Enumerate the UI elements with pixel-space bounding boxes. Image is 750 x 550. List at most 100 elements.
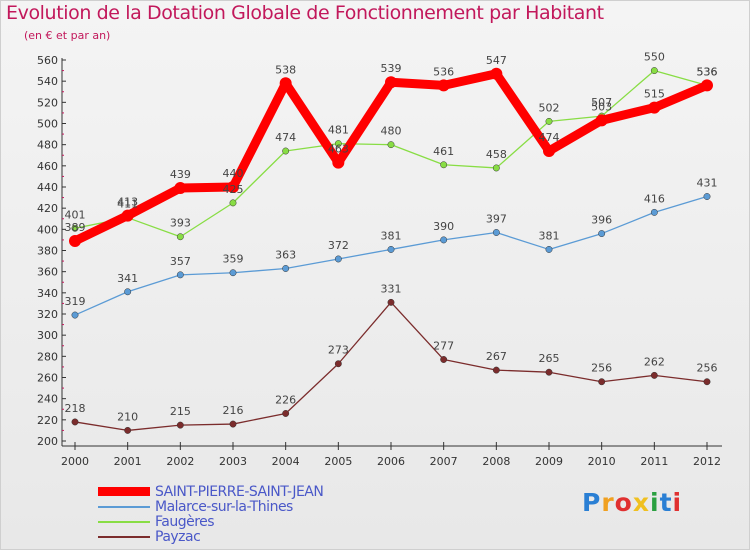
data-point (124, 288, 132, 296)
data-point (440, 356, 448, 363)
data-point (387, 141, 395, 149)
data-label: 396 (591, 214, 612, 227)
data-label: 357 (170, 255, 191, 268)
data-label: 277 (433, 340, 454, 353)
data-label: 411 (117, 198, 138, 211)
data-label: 507 (591, 96, 612, 109)
data-label: 536 (433, 65, 454, 78)
data-label: 536 (697, 65, 718, 78)
y-tick-label: 220 (37, 414, 58, 427)
data-point (701, 79, 713, 92)
data-point (334, 140, 342, 148)
data-point (437, 79, 450, 92)
data-label: 381 (539, 229, 560, 242)
data-label: 431 (697, 177, 718, 190)
legend-label: Malarce-sur-la-Thines (155, 498, 293, 515)
data-label: 210 (117, 410, 138, 423)
data-label: 538 (275, 63, 296, 76)
x-tick-label: 2008 (482, 455, 510, 468)
data-label: 226 (275, 393, 296, 406)
data-point (545, 368, 553, 376)
x-tick-label: 2002 (166, 455, 194, 468)
y-tick-label: 460 (37, 160, 58, 173)
data-label: 267 (486, 350, 507, 363)
x-tick-label: 2006 (377, 455, 405, 468)
data-point (595, 114, 608, 127)
y-tick-label: 540 (37, 75, 58, 88)
data-point (543, 145, 555, 158)
y-tick-label: 340 (37, 287, 58, 300)
data-point (650, 371, 658, 379)
y-tick-label: 500 (37, 118, 58, 131)
legend-label: Faugères (155, 513, 215, 530)
x-tick-label: 2009 (535, 455, 563, 468)
data-point (176, 233, 184, 241)
data-point (703, 193, 711, 200)
data-label: 463 (328, 143, 349, 156)
legend-swatch (98, 535, 150, 538)
y-tick-label: 300 (37, 329, 58, 342)
chart-subtitle: (en € et par an) (24, 29, 111, 42)
data-label: 215 (170, 405, 191, 418)
data-label: 363 (275, 248, 296, 261)
legend-swatch (98, 505, 150, 508)
data-label: 425 (223, 183, 244, 196)
data-label: 401 (65, 208, 86, 221)
data-label: 218 (65, 402, 86, 415)
y-tick-label: 240 (37, 393, 58, 406)
y-tick-label: 420 (37, 202, 58, 215)
y-tick-label: 360 (37, 266, 58, 279)
data-label: 359 (223, 253, 244, 266)
data-label: 458 (486, 148, 507, 161)
x-tick-label: 2000 (61, 455, 89, 468)
data-label: 393 (170, 217, 191, 230)
data-point (598, 378, 606, 386)
y-tick-label: 520 (37, 96, 58, 109)
data-point (229, 199, 237, 207)
data-point (279, 77, 292, 90)
y-tick-label: 560 (37, 54, 58, 67)
legend-swatch (98, 520, 150, 523)
x-tick-label: 2001 (114, 455, 142, 468)
data-label: 474 (275, 131, 296, 144)
legend-item: Faugères (98, 513, 323, 530)
legend: SAINT-PIERRE-SAINT-JEAN Malarce-sur-la-Th… (98, 483, 324, 545)
x-tick-label: 2003 (219, 455, 247, 468)
data-label: 273 (328, 344, 349, 357)
data-point (229, 420, 237, 428)
data-label: 539 (381, 62, 402, 75)
data-label: 440 (223, 167, 244, 180)
data-point (334, 255, 342, 263)
data-point (124, 426, 132, 434)
x-tick-label: 2005 (324, 455, 352, 468)
legend-swatch (98, 487, 150, 496)
legend-item: Payzac (98, 529, 323, 545)
y-tick-label: 380 (37, 245, 58, 258)
data-label: 390 (433, 220, 454, 233)
data-point (440, 236, 448, 244)
data-label: 502 (539, 101, 560, 114)
data-label: 481 (328, 124, 349, 137)
data-point (332, 156, 345, 169)
legend-label: SAINT-PIERRE-SAINT-JEAN (155, 483, 324, 500)
y-tick-label: 480 (37, 139, 58, 152)
y-tick-label: 260 (37, 372, 58, 385)
data-label: 381 (381, 229, 402, 242)
y-tick-label: 320 (37, 308, 58, 321)
data-point (545, 117, 553, 125)
data-label: 331 (381, 282, 402, 295)
data-label: 262 (644, 355, 665, 368)
data-label: 461 (433, 145, 454, 158)
series-line-2 (74, 69, 708, 238)
proxiti-logo: Proxiti (582, 488, 683, 517)
legend-item: Malarce-sur-la-Thines (98, 498, 323, 515)
data-point (282, 265, 290, 272)
data-label: 256 (591, 362, 612, 375)
data-label: 265 (539, 352, 560, 365)
x-tick-label: 2011 (640, 455, 668, 468)
data-label: 319 (65, 295, 86, 308)
data-point (650, 208, 658, 216)
data-point (71, 418, 79, 426)
data-label: 416 (644, 192, 665, 205)
